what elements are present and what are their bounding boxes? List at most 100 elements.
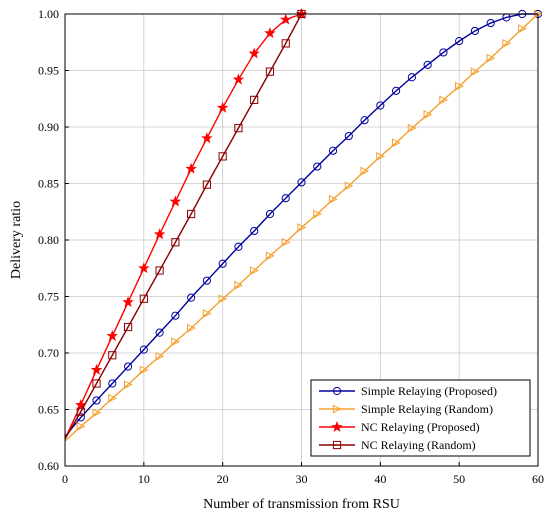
x-tick-label: 60	[532, 472, 544, 486]
data-point	[376, 101, 385, 110]
data-point	[187, 209, 196, 219]
data-point	[344, 131, 353, 141]
data-point	[486, 53, 496, 63]
data-point	[90, 363, 103, 375]
data-point	[423, 60, 432, 69]
data-point	[502, 38, 512, 48]
data-point	[155, 351, 165, 361]
data-point	[265, 251, 275, 261]
data-point	[250, 226, 259, 236]
legend-item: Simple Relaying (Proposed)	[319, 384, 497, 398]
data-point	[92, 396, 101, 405]
data-point	[328, 194, 338, 204]
y-tick-label: 0.85	[38, 177, 59, 191]
legend-label: Simple Relaying (Proposed)	[361, 384, 497, 398]
series-layer	[64, 7, 543, 442]
x-tick-label: 30	[296, 472, 308, 486]
data-point	[139, 345, 148, 354]
data-point	[265, 209, 275, 219]
series-3	[64, 7, 308, 440]
data-point	[232, 73, 245, 85]
data-point	[297, 223, 307, 232]
data-point	[376, 151, 386, 161]
y-tick-label: 0.75	[38, 290, 59, 304]
data-point	[155, 328, 164, 337]
y-tick-label: 0.65	[38, 403, 59, 417]
x-tick-label: 50	[453, 472, 465, 486]
data-point	[234, 124, 243, 133]
data-point	[108, 351, 117, 360]
legend-marker	[332, 404, 342, 414]
data-point	[392, 86, 401, 95]
data-point	[392, 138, 401, 148]
legend-marker	[331, 420, 343, 432]
data-point	[76, 422, 86, 431]
y-tick-label: 0.70	[38, 346, 59, 360]
data-point	[250, 95, 259, 104]
data-point	[185, 162, 197, 174]
legend-item: NC Relaying (Proposed)	[319, 420, 480, 434]
series-line	[64, 13, 303, 440]
data-point	[360, 116, 369, 125]
data-point	[439, 48, 448, 57]
data-point	[202, 180, 212, 189]
data-point	[218, 259, 227, 268]
data-point	[313, 209, 322, 219]
data-point	[248, 47, 260, 59]
data-point	[92, 379, 101, 388]
data-point	[216, 101, 229, 113]
data-point	[486, 18, 495, 28]
data-point	[407, 123, 417, 133]
data-point	[75, 398, 87, 410]
series-line	[64, 13, 538, 438]
data-point	[423, 110, 433, 119]
series-line	[64, 13, 302, 440]
data-point	[279, 13, 292, 25]
data-point	[250, 266, 259, 275]
data-point	[202, 309, 212, 318]
y-tick-label: 1.00	[38, 7, 59, 21]
x-axis-label: Number of transmission from RSU	[203, 497, 400, 512]
data-point	[281, 237, 291, 247]
y-tick-label: 0.80	[38, 233, 59, 247]
data-point	[455, 37, 464, 46]
y-axis-label: Delivery ratio	[9, 201, 24, 279]
data-point	[108, 393, 118, 403]
data-point	[218, 152, 227, 161]
data-point	[264, 27, 276, 39]
x-tick-label: 0	[62, 472, 68, 486]
legend-box	[310, 379, 531, 457]
data-point	[169, 195, 182, 207]
data-point	[108, 379, 117, 388]
data-point	[202, 276, 211, 285]
data-point	[138, 262, 150, 274]
data-point	[297, 178, 306, 187]
data-point	[234, 280, 244, 290]
data-point	[92, 408, 102, 418]
y-tick-label: 0.60	[38, 459, 59, 473]
data-point	[218, 294, 228, 304]
data-point	[455, 81, 464, 91]
data-point	[153, 228, 166, 240]
data-point	[518, 24, 527, 34]
series-2	[64, 9, 543, 442]
data-point	[439, 95, 449, 105]
data-point	[171, 337, 181, 347]
data-point	[281, 194, 290, 203]
data-point	[106, 329, 119, 341]
data-point	[171, 311, 180, 320]
data-point	[313, 162, 322, 171]
data-point	[201, 132, 213, 144]
series-4	[64, 9, 306, 440]
data-point	[155, 266, 164, 275]
data-point	[139, 365, 149, 375]
data-point	[76, 407, 85, 416]
data-point	[187, 323, 196, 333]
legend-marker	[332, 386, 342, 396]
data-point	[265, 67, 275, 76]
x-tick-label: 40	[374, 472, 386, 486]
data-point	[171, 238, 180, 247]
data-point	[407, 73, 416, 82]
data-point	[328, 146, 338, 155]
